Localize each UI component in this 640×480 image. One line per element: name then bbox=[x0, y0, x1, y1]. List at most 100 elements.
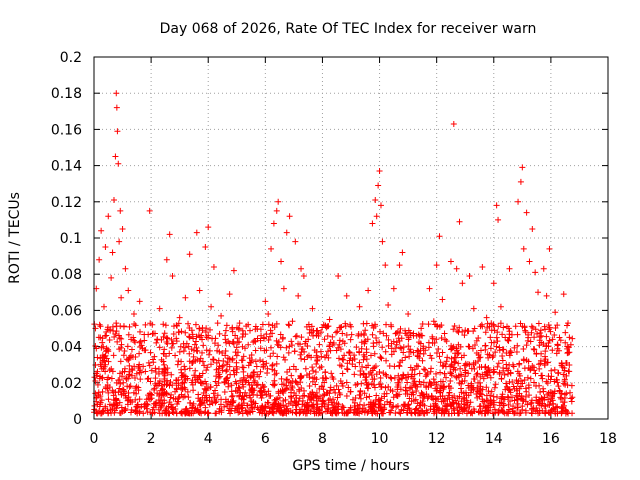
dense-point bbox=[285, 349, 292, 356]
dense-point bbox=[240, 374, 247, 381]
dense-point bbox=[361, 332, 368, 339]
dense-point bbox=[443, 358, 450, 365]
dense-point bbox=[557, 337, 564, 344]
dense-point bbox=[524, 401, 531, 408]
dense-point bbox=[565, 368, 572, 375]
dense-point bbox=[333, 347, 340, 354]
dense-point bbox=[493, 394, 500, 400]
dense-point bbox=[188, 346, 195, 353]
dense-point bbox=[435, 345, 442, 352]
data-point bbox=[166, 231, 173, 238]
dense-point bbox=[297, 375, 304, 382]
dense-point bbox=[423, 407, 430, 414]
dense-point bbox=[181, 363, 188, 370]
dense-point bbox=[197, 355, 204, 362]
dense-point bbox=[315, 330, 322, 337]
dense-point bbox=[551, 390, 558, 397]
dense-point bbox=[126, 362, 133, 369]
dense-point bbox=[308, 393, 315, 400]
dense-point bbox=[373, 334, 380, 341]
dense-point bbox=[146, 390, 153, 397]
dense-point bbox=[361, 390, 368, 397]
dense-point bbox=[505, 325, 512, 332]
dense-point bbox=[229, 328, 236, 335]
dense-point bbox=[433, 349, 440, 356]
dense-point bbox=[428, 395, 435, 402]
dense-point bbox=[397, 325, 404, 332]
dense-point bbox=[199, 358, 206, 365]
dense-point bbox=[257, 345, 264, 352]
y-tick-label: 0.08 bbox=[51, 267, 82, 283]
dense-point bbox=[484, 320, 491, 327]
dense-point bbox=[265, 337, 272, 344]
dense-point bbox=[256, 409, 263, 416]
y-tick-label: 0.14 bbox=[51, 159, 82, 175]
data-point bbox=[519, 164, 526, 171]
dense-point bbox=[168, 391, 175, 398]
dense-point bbox=[267, 327, 274, 334]
dense-point bbox=[468, 365, 475, 372]
dense-point bbox=[568, 398, 575, 405]
dense-point bbox=[438, 398, 445, 405]
data-point bbox=[497, 303, 504, 310]
dense-point bbox=[454, 404, 461, 411]
dense-point bbox=[403, 374, 410, 381]
dense-point bbox=[516, 361, 523, 368]
dense-point bbox=[425, 393, 432, 400]
dense-point bbox=[176, 329, 183, 336]
dense-point bbox=[263, 331, 270, 338]
dense-point bbox=[465, 408, 472, 415]
dense-point bbox=[118, 391, 125, 398]
dense-point bbox=[447, 370, 454, 377]
dense-point bbox=[213, 382, 220, 389]
dense-point bbox=[128, 372, 135, 379]
dense-point bbox=[118, 341, 125, 348]
data-point bbox=[495, 216, 502, 223]
dense-point bbox=[454, 328, 461, 335]
dense-point bbox=[170, 409, 177, 416]
dense-point bbox=[186, 334, 193, 341]
dense-point bbox=[382, 384, 389, 391]
dense-point bbox=[558, 404, 565, 411]
dense-point bbox=[506, 352, 513, 359]
data-point bbox=[377, 202, 384, 209]
dense-point bbox=[251, 369, 258, 376]
data-point bbox=[202, 244, 209, 251]
dense-point bbox=[251, 404, 258, 411]
data-point bbox=[479, 263, 486, 270]
data-point bbox=[309, 305, 316, 312]
dense-point bbox=[195, 332, 202, 339]
dense-point bbox=[251, 337, 258, 344]
dense-point bbox=[117, 410, 124, 417]
dense-point bbox=[271, 381, 278, 388]
dense-point bbox=[267, 392, 274, 399]
dense-point bbox=[261, 335, 268, 342]
dense-point bbox=[155, 366, 162, 373]
dense-point bbox=[336, 362, 343, 369]
dense-point bbox=[220, 362, 227, 369]
dense-point bbox=[503, 380, 510, 387]
dense-point bbox=[276, 394, 283, 401]
dense-point bbox=[186, 365, 193, 372]
dense-point bbox=[289, 342, 296, 349]
dense-point bbox=[185, 394, 192, 401]
dense-point bbox=[427, 352, 434, 359]
dense-point bbox=[460, 406, 467, 413]
dense-point bbox=[433, 370, 440, 377]
dense-point bbox=[385, 336, 392, 343]
dense-point bbox=[523, 388, 530, 395]
dense-point bbox=[452, 359, 459, 366]
dense-point bbox=[416, 402, 423, 409]
dense-point bbox=[232, 387, 239, 394]
dense-point bbox=[473, 371, 480, 378]
dense-point bbox=[487, 334, 494, 341]
dense-point bbox=[362, 338, 369, 345]
dense-point bbox=[565, 344, 572, 351]
data-point bbox=[335, 273, 342, 280]
dense-point bbox=[343, 392, 350, 399]
dense-point bbox=[555, 369, 562, 376]
dense-point bbox=[93, 410, 100, 417]
dense-point bbox=[531, 379, 538, 386]
dense-point bbox=[365, 408, 372, 415]
dense-point bbox=[442, 397, 449, 404]
